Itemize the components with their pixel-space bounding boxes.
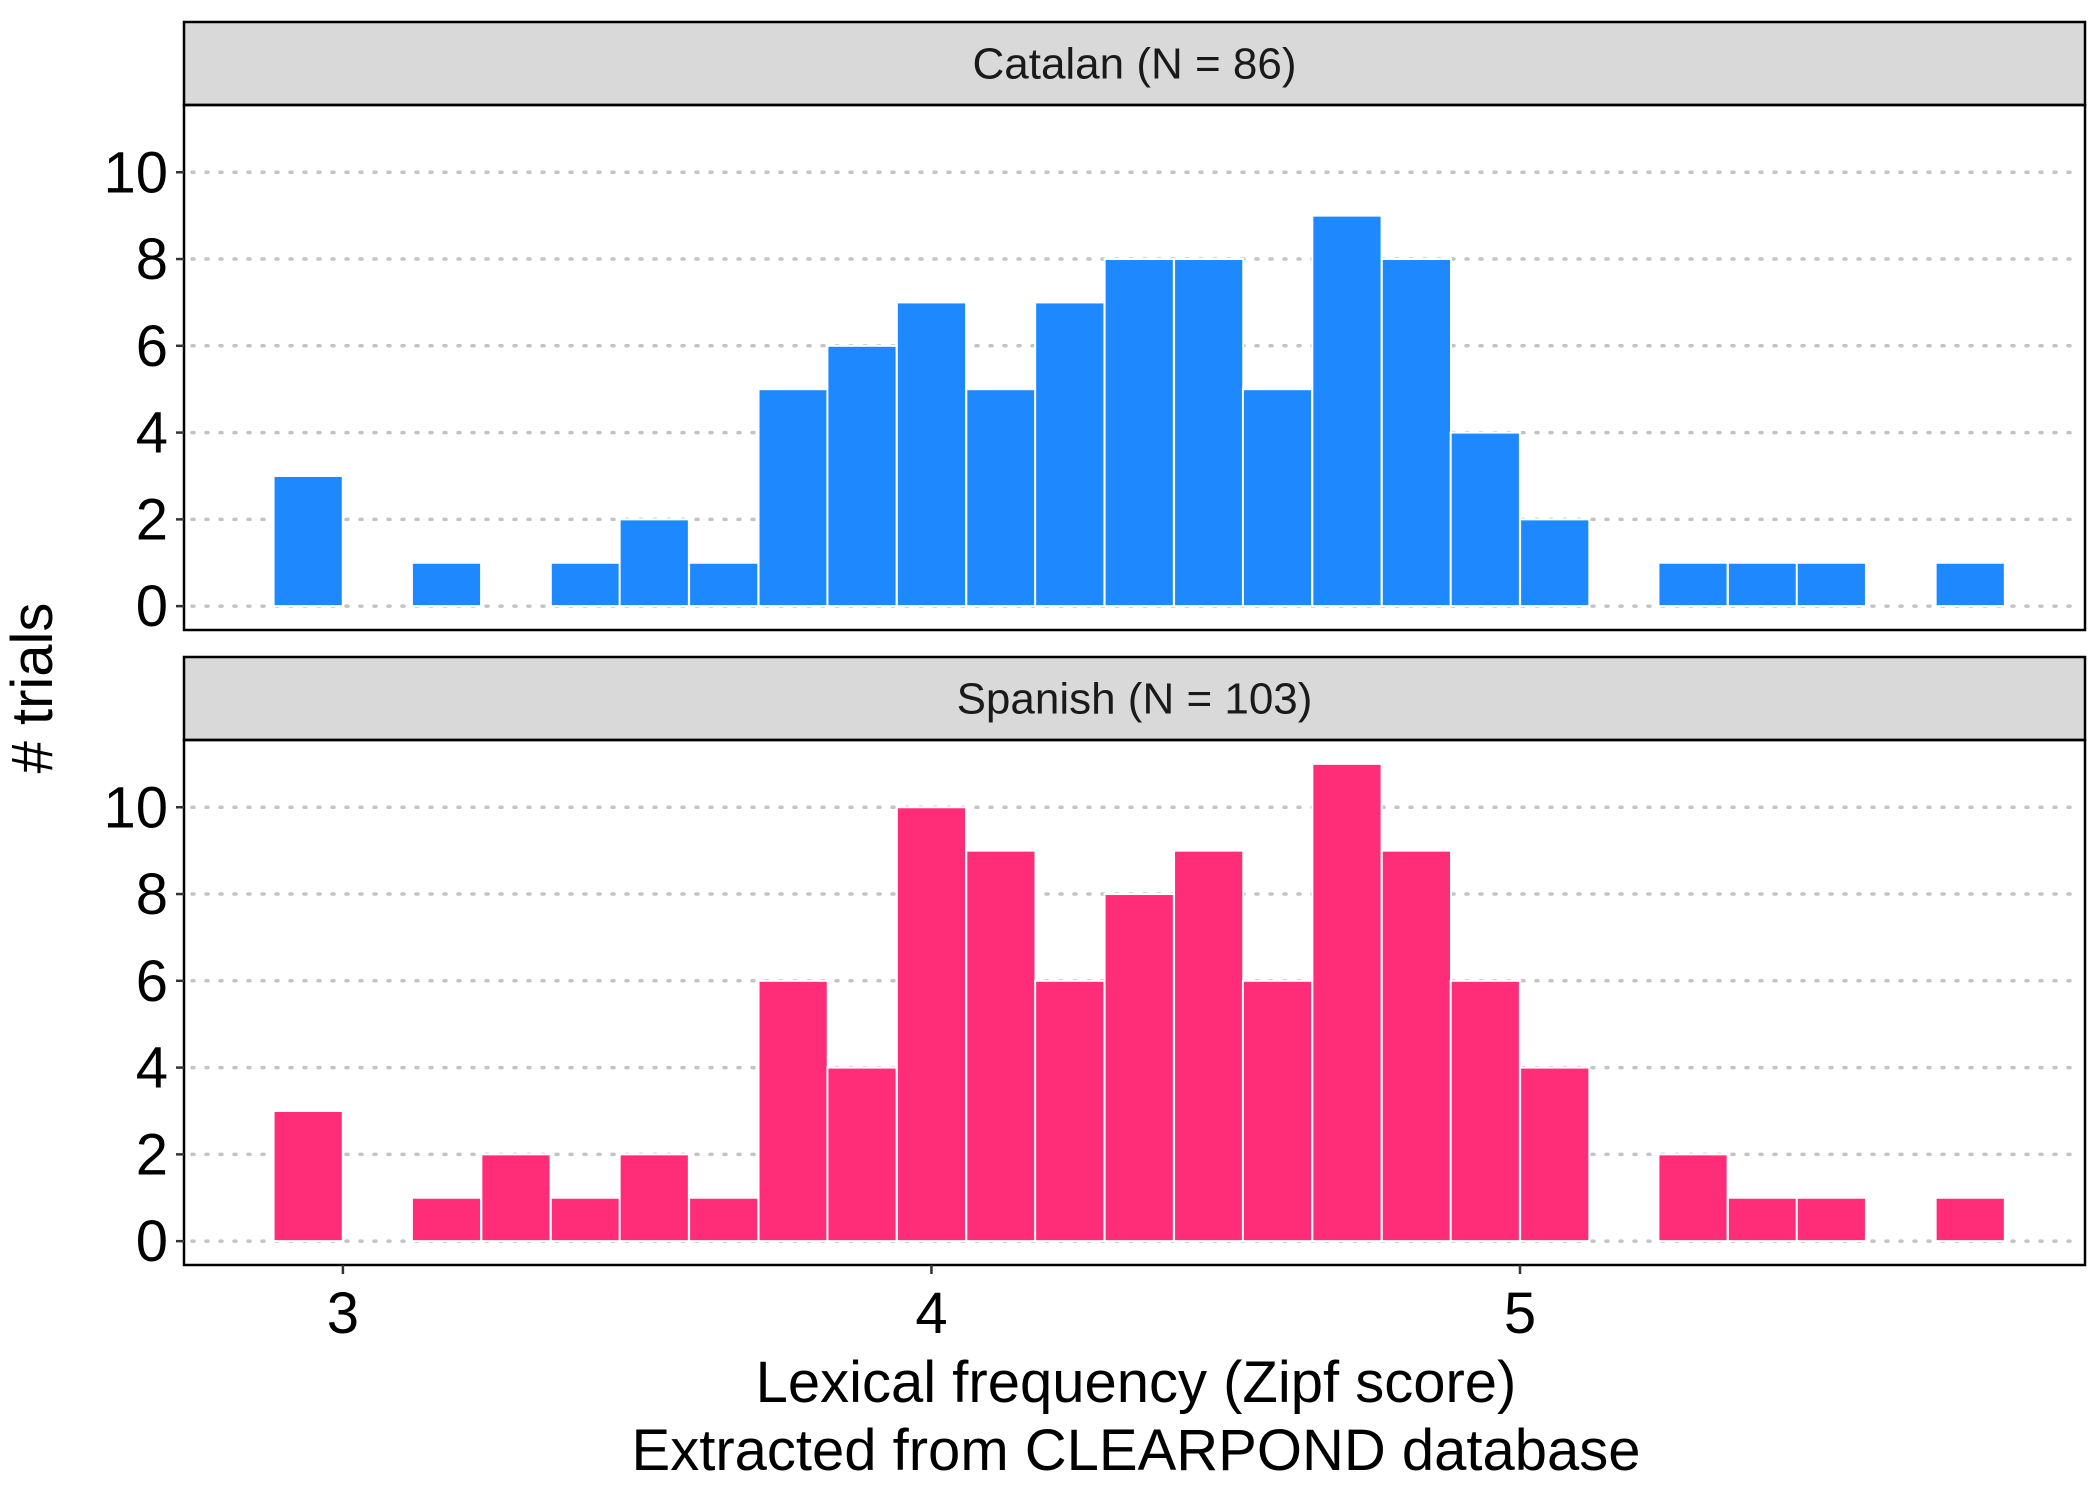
histogram-bar	[688, 1196, 760, 1243]
panel-strip	[182, 20, 2087, 107]
histogram-bar	[1449, 979, 1521, 1243]
x-tick-label: 3	[327, 1281, 359, 1346]
histogram-bar	[1380, 258, 1453, 608]
histogram-bar	[1311, 762, 1383, 1243]
histogram-bar	[895, 806, 968, 1243]
panel-border	[182, 103, 2087, 632]
histogram-bar	[1934, 561, 2006, 608]
histogram-bar	[1519, 1066, 1591, 1243]
histogram-bar	[895, 301, 968, 608]
histogram-bar	[826, 1066, 898, 1243]
y-tick-label: 2	[136, 487, 168, 552]
histogram-bar	[410, 1196, 483, 1243]
x-axis: 3 4 5	[327, 1265, 1536, 1346]
histogram-bar	[965, 388, 1037, 608]
x-axis-title: Lexical frequency (Zipf score)	[756, 1350, 1517, 1415]
histogram-bar	[1449, 431, 1521, 608]
histogram-bar	[549, 561, 621, 608]
histogram-bar	[826, 344, 898, 608]
histogram-bar	[410, 561, 483, 608]
y-tick-label: 0	[136, 574, 168, 639]
histogram-bar	[965, 849, 1037, 1243]
panel-1: Spanish (N = 103) 0 2 4 6 8 10	[103, 655, 2087, 1274]
histogram-bar	[1034, 979, 1106, 1243]
x-tick-label: 4	[915, 1281, 947, 1346]
panel-strip-label: Spanish (N = 103)	[957, 675, 1313, 724]
y-axis-title: # trials	[0, 603, 65, 774]
panel-strip	[182, 655, 2087, 742]
histogram-bar	[688, 561, 760, 608]
y-tick-label: 6	[136, 949, 168, 1014]
y-tick-label: 10	[103, 140, 168, 205]
y-tick-label: 2	[136, 1122, 168, 1187]
histogram-bar	[1657, 561, 1729, 608]
histogram-bar	[1519, 518, 1591, 608]
histogram-bar	[1103, 893, 1175, 1243]
histogram-bar	[1173, 258, 1245, 608]
histogram-bar	[272, 1109, 344, 1243]
y-tick-label: 6	[136, 314, 168, 379]
histogram-bar	[1311, 214, 1383, 608]
histogram-bar	[1726, 561, 1799, 608]
histogram-bar	[1241, 979, 1314, 1243]
histogram-bar	[1380, 849, 1453, 1243]
y-tick-label: 0	[136, 1209, 168, 1274]
histogram-bar	[757, 388, 829, 608]
histogram-bar	[1657, 1153, 1729, 1243]
histogram-bar	[549, 1196, 621, 1243]
histogram-bar	[757, 979, 829, 1243]
histogram-bar	[1934, 1196, 2006, 1243]
histogram-bar	[1795, 1196, 1867, 1243]
y-tick-label: 4	[136, 401, 168, 466]
y-tick-label: 10	[103, 775, 168, 840]
histogram-bar	[1034, 301, 1106, 608]
histogram-bar	[1173, 849, 1245, 1243]
histogram-bar	[1726, 1196, 1799, 1243]
histogram-bar	[1795, 561, 1867, 608]
panel-strip-label: Catalan (N = 86)	[972, 40, 1296, 89]
y-tick-label: 8	[136, 227, 168, 292]
histogram-bar	[618, 1153, 690, 1243]
y-tick-label: 8	[136, 862, 168, 927]
histogram-bar	[618, 518, 690, 608]
panel-0: Catalan (N = 86) 0 2 4 6 8 10	[103, 20, 2087, 639]
panel-border	[182, 738, 2087, 1267]
histogram-bar	[272, 474, 344, 608]
x-axis-subtitle: Extracted from CLEARPOND database	[632, 1418, 1641, 1483]
histogram-bar	[480, 1153, 552, 1243]
x-tick-label: 5	[1504, 1281, 1536, 1346]
histogram-bar	[1241, 388, 1314, 608]
histogram-bar	[1103, 258, 1175, 608]
y-tick-label: 4	[136, 1036, 168, 1101]
